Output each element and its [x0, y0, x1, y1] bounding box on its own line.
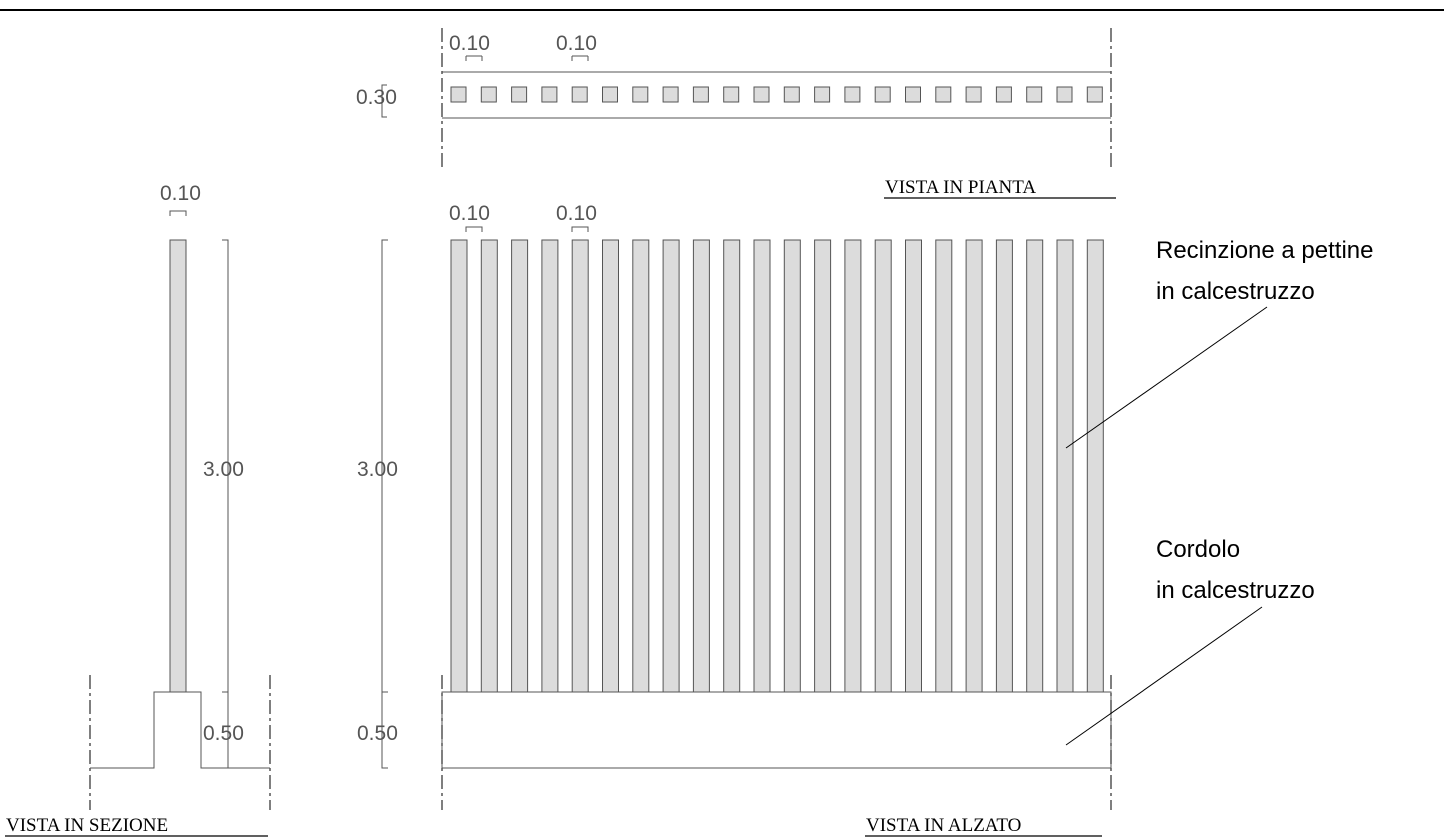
elevation-title: VISTA IN ALZATO	[866, 815, 1021, 836]
elevation-post	[541, 239, 559, 693]
plan-post	[783, 86, 800, 103]
plan-dim-tick-2	[571, 55, 589, 61]
section-dim-base-line	[222, 692, 229, 769]
plan-post	[602, 86, 618, 103]
elevation-post	[602, 239, 619, 693]
section-view: 0.10 3.00 0.50 VISTA IN SEZIONE	[5, 182, 271, 837]
plan-post	[632, 86, 649, 103]
plan-post	[874, 86, 891, 103]
elevation-post	[571, 239, 589, 693]
elevation-dim-width-1: 0.10	[449, 202, 490, 225]
elevation-post	[692, 239, 710, 693]
plan-post	[844, 86, 861, 103]
plan-dim-depth-line	[381, 84, 387, 118]
plan-post	[1056, 86, 1073, 103]
elevation-post	[905, 239, 922, 693]
elevation-post	[1026, 239, 1044, 693]
plan-post	[450, 86, 467, 103]
elevation-dim-width-2: 0.10	[556, 202, 597, 225]
section-dim-base: 0.50	[203, 722, 244, 745]
plan-dim-width-2: 0.10	[556, 32, 597, 55]
elevation-post	[965, 239, 983, 693]
fence-label-line2: in calcestruzzo	[1156, 278, 1315, 305]
elevation-posts	[450, 239, 1104, 693]
section-dim-height: 3.00	[203, 458, 244, 481]
plan-post	[723, 86, 740, 103]
plan-post	[571, 86, 588, 103]
section-post	[169, 239, 187, 693]
plan-post	[753, 86, 770, 103]
elevation-post	[844, 239, 862, 693]
plan-post	[662, 86, 679, 103]
section-dim-tick	[169, 210, 187, 216]
curb-leader-line	[1065, 606, 1263, 746]
elevation-post	[480, 239, 498, 693]
elevation-post	[511, 239, 529, 693]
plan-post	[1086, 86, 1103, 103]
plan-post	[995, 86, 1012, 103]
elevation-post	[783, 239, 801, 693]
section-curb-profile	[90, 691, 270, 769]
elevation-dim-tick-2	[571, 226, 589, 232]
elevation-post	[662, 239, 680, 693]
elevation-post	[1086, 239, 1104, 693]
plan-post	[1026, 86, 1043, 103]
elevation-post	[723, 239, 741, 693]
elevation-post	[995, 239, 1013, 693]
annotation-fence: Recinzione a pettine in calcestruzzo	[1065, 237, 1373, 449]
plan-post	[814, 86, 831, 103]
elevation-dim-height-line	[381, 239, 388, 693]
elevation-post	[1056, 239, 1074, 693]
plan-dim-depth: 0.30	[356, 86, 397, 109]
plan-dim-tick-1	[465, 55, 483, 61]
elevation-post	[814, 239, 832, 693]
elevation-post	[450, 239, 468, 693]
section-dim-height-line	[222, 239, 229, 693]
elevation-dim-height: 3.00	[357, 458, 398, 481]
elevation-view: 0.10 0.10 3.00 0.50 VISTA IN ALZATO	[357, 202, 1112, 837]
section-dim-width: 0.10	[160, 182, 201, 205]
elevation-post	[753, 239, 771, 693]
elevation-dim-base: 0.50	[357, 722, 398, 745]
annotation-curb: Cordolo in calcestruzzo	[1065, 536, 1315, 746]
elevation-post	[874, 239, 892, 693]
elevation-dim-tick-1	[465, 226, 483, 232]
plan-post	[541, 86, 558, 103]
plan-post	[935, 86, 952, 103]
plan-post	[965, 86, 982, 103]
elevation-post	[632, 239, 650, 693]
elevation-post	[935, 239, 953, 693]
section-title: VISTA IN SEZIONE	[6, 815, 168, 836]
plan-posts	[450, 86, 1103, 103]
plan-dim-width-1: 0.10	[449, 32, 490, 55]
fence-leader-line	[1065, 306, 1268, 449]
plan-post	[511, 86, 528, 103]
curb-label-line1: Cordolo	[1156, 536, 1240, 563]
plan-post	[905, 86, 921, 103]
plan-post	[480, 86, 497, 103]
plan-post	[692, 86, 709, 103]
plan-title: VISTA IN PIANTA	[885, 177, 1036, 198]
curb-label-line2: in calcestruzzo	[1156, 577, 1315, 604]
elevation-dim-base-line	[381, 692, 388, 769]
elevation-curb	[441, 691, 1112, 769]
fence-label-line1: Recinzione a pettine	[1156, 237, 1373, 264]
plan-view: 0.10 0.10 0.30 VISTA IN PIANTA	[356, 28, 1116, 199]
